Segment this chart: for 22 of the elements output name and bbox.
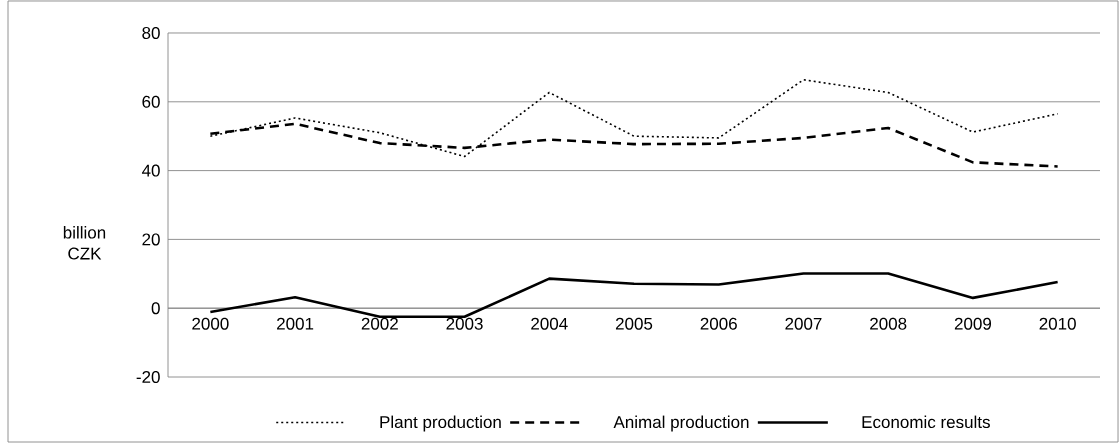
x-tick-label: 2006 — [700, 317, 737, 330]
y-tick-label: 0 — [151, 302, 160, 315]
line-series — [209, 272, 1059, 319]
x-tick-label: 2007 — [785, 317, 822, 330]
y-tick-label: 40 — [141, 164, 160, 177]
x-tick-label: 2004 — [531, 317, 568, 330]
x-tick-label: 2008 — [870, 317, 907, 330]
y-tick-label: 20 — [142, 233, 160, 246]
y-tick-label: 60 — [142, 95, 160, 108]
y-axis-title: billion CZK — [63, 226, 106, 260]
y-tick-label: -20 — [136, 370, 160, 384]
x-tick-label: 2002 — [361, 317, 398, 330]
x-tick-label: 2000 — [192, 317, 229, 330]
x-tick-label: 2005 — [615, 317, 653, 330]
x-tick-label: 2001 — [277, 317, 314, 330]
x-tick-label: 2003 — [446, 317, 483, 330]
x-tick-label: 2010 — [1039, 317, 1076, 330]
y-tick-label: 80 — [142, 26, 160, 40]
x-tick-label: 2009 — [954, 317, 992, 330]
legend-label: Animal production — [613, 415, 749, 432]
legend-label: Plant production — [380, 415, 501, 432]
legend-label: Economic results — [862, 415, 990, 429]
